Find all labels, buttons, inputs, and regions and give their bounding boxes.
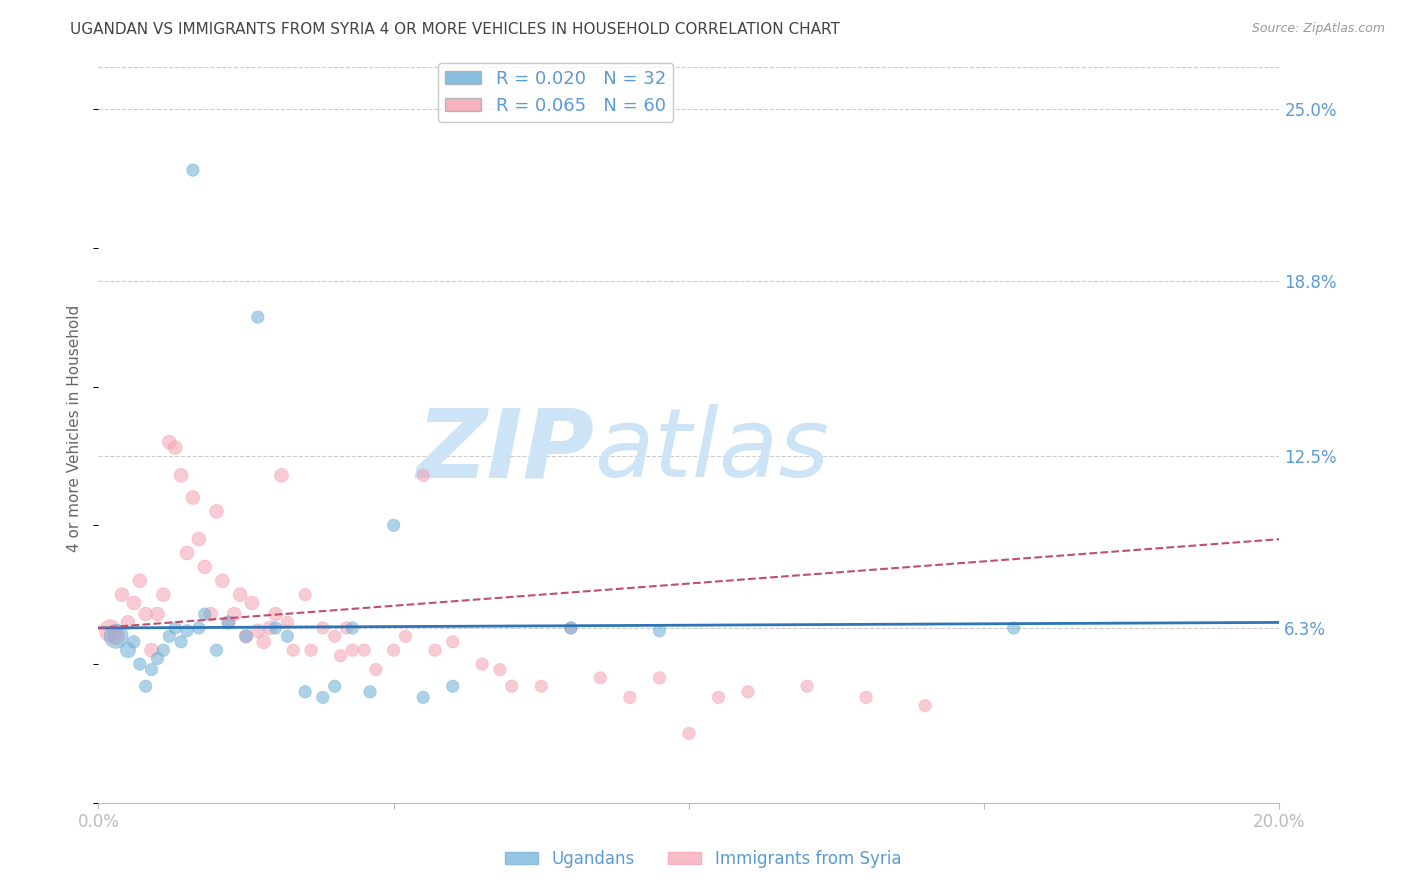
Point — [141, 663, 163, 677]
Text: UGANDAN VS IMMIGRANTS FROM SYRIA 4 OR MORE VEHICLES IN HOUSEHOLD CORRELATION CHA: UGANDAN VS IMMIGRANTS FROM SYRIA 4 OR MO… — [70, 22, 841, 37]
Point — [264, 621, 287, 635]
Point — [441, 635, 464, 649]
Point — [246, 624, 269, 638]
Point — [217, 615, 239, 630]
Point — [122, 596, 145, 610]
Point — [146, 607, 169, 621]
Point — [489, 663, 512, 677]
Point — [187, 532, 209, 546]
Point — [128, 657, 150, 671]
Point — [235, 629, 257, 643]
Legend: R = 0.020   N = 32, R = 0.065   N = 60: R = 0.020 N = 32, R = 0.065 N = 60 — [439, 62, 673, 122]
Point — [678, 726, 700, 740]
Point — [170, 468, 193, 483]
Point — [914, 698, 936, 713]
Text: atlas: atlas — [595, 404, 830, 497]
Point — [246, 310, 269, 325]
Point — [335, 621, 357, 635]
Point — [211, 574, 233, 588]
Point — [176, 546, 198, 560]
Point — [648, 671, 671, 685]
Point — [117, 615, 139, 630]
Point — [323, 629, 346, 643]
Point — [205, 643, 228, 657]
Point — [855, 690, 877, 705]
Point — [253, 635, 276, 649]
Point — [364, 663, 387, 677]
Point — [194, 560, 217, 574]
Point — [165, 441, 187, 455]
Point — [342, 643, 364, 657]
Point — [423, 643, 446, 657]
Point — [530, 679, 553, 693]
Point — [111, 588, 134, 602]
Point — [170, 635, 193, 649]
Point — [737, 685, 759, 699]
Point — [312, 690, 335, 705]
Point — [412, 468, 434, 483]
Point — [128, 574, 150, 588]
Point — [141, 643, 163, 657]
Point — [105, 629, 128, 643]
Point — [276, 615, 298, 630]
Point — [157, 629, 180, 643]
Point — [259, 621, 281, 635]
Point — [471, 657, 494, 671]
Point — [1002, 621, 1025, 635]
Point — [270, 468, 292, 483]
Point — [441, 679, 464, 693]
Point — [276, 629, 298, 643]
Point — [394, 629, 416, 643]
Text: ZIP: ZIP — [416, 404, 595, 497]
Point — [146, 651, 169, 665]
Point — [181, 163, 204, 178]
Point — [165, 621, 187, 635]
Point — [299, 643, 322, 657]
Point — [707, 690, 730, 705]
Point — [122, 635, 145, 649]
Point — [589, 671, 612, 685]
Point — [294, 685, 316, 699]
Point — [217, 615, 239, 630]
Point — [200, 607, 222, 621]
Point — [152, 643, 174, 657]
Point — [501, 679, 523, 693]
Point — [264, 607, 287, 621]
Point — [648, 624, 671, 638]
Point — [152, 588, 174, 602]
Point — [412, 690, 434, 705]
Point — [135, 679, 157, 693]
Point — [98, 624, 121, 638]
Point — [323, 679, 346, 693]
Point — [560, 621, 582, 635]
Point — [135, 607, 157, 621]
Point — [157, 435, 180, 450]
Point — [181, 491, 204, 505]
Point — [229, 588, 252, 602]
Point — [283, 643, 305, 657]
Point — [359, 685, 381, 699]
Point — [105, 629, 128, 643]
Point — [353, 643, 375, 657]
Point — [294, 588, 316, 602]
Point — [240, 596, 263, 610]
Point — [796, 679, 818, 693]
Legend: Ugandans, Immigrants from Syria: Ugandans, Immigrants from Syria — [498, 844, 908, 875]
Point — [194, 607, 217, 621]
Point — [312, 621, 335, 635]
Text: Source: ZipAtlas.com: Source: ZipAtlas.com — [1251, 22, 1385, 36]
Point — [117, 643, 139, 657]
Point — [235, 629, 257, 643]
Point — [205, 504, 228, 518]
Point — [342, 621, 364, 635]
Point — [329, 648, 352, 663]
Point — [560, 621, 582, 635]
Point — [619, 690, 641, 705]
Point — [382, 518, 405, 533]
Point — [224, 607, 246, 621]
Point — [176, 624, 198, 638]
Y-axis label: 4 or more Vehicles in Household: 4 or more Vehicles in Household — [67, 304, 83, 552]
Point — [187, 621, 209, 635]
Point — [382, 643, 405, 657]
